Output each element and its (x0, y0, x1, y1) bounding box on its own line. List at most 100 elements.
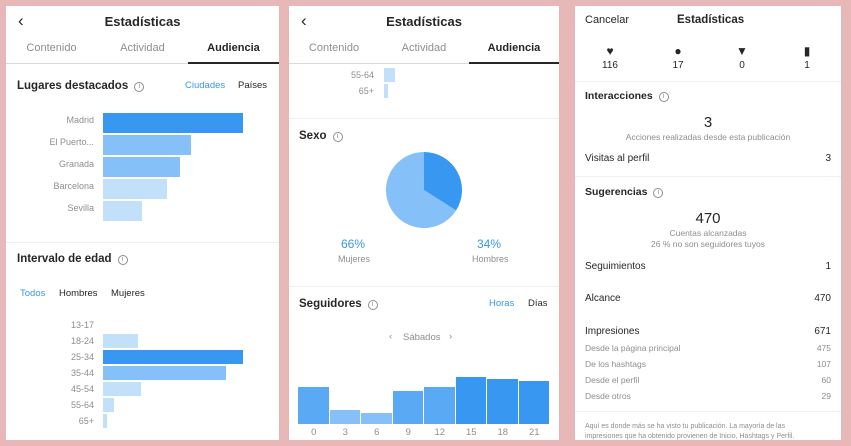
followers-x-label: 18 (497, 427, 509, 438)
footnote-line-1: Aquí es donde más se ha visto tu publica… (585, 423, 786, 430)
next-day-icon[interactable]: › (449, 331, 453, 342)
cities-toggle[interactable]: Ciudades (185, 80, 226, 91)
place-bar (103, 157, 180, 177)
page-title: Estadísticas (104, 14, 181, 29)
impressions-profile-label: Desde el perfil (585, 375, 640, 385)
engagement-count: 1 (804, 60, 810, 71)
tab-contenido[interactable]: Contenido (308, 42, 360, 54)
place-bar (103, 135, 192, 155)
info-icon[interactable]: i (134, 82, 145, 92)
pie-slice-men (424, 152, 462, 211)
places-title: Lugares destacados i (17, 80, 145, 92)
place-bar (103, 201, 143, 221)
day-label: Sábados (403, 332, 441, 343)
age-bar (103, 366, 227, 380)
age-filter-all[interactable]: Todos (20, 288, 46, 299)
countries-toggle[interactable]: Países (238, 80, 268, 91)
place-bar (103, 113, 243, 133)
followers-x-label: 15 (465, 427, 477, 438)
age-bar (384, 84, 389, 98)
followers-bar (424, 386, 455, 424)
audience-panel-scrolled: ‹ Estadísticas Contenido Actividad Audie… (289, 6, 559, 440)
divider (575, 81, 841, 82)
men-percent: 34% (477, 237, 502, 251)
suggestions-title: Sugerencias i (585, 186, 664, 198)
bookmark-icon[interactable]: ▮ (803, 44, 811, 58)
info-icon[interactable]: i (653, 188, 664, 198)
page-title: Estadísticas (386, 14, 462, 29)
followers-x-label: 3 (342, 427, 348, 438)
days-toggle[interactable]: Días (528, 298, 548, 309)
impressions-home-label: Desde la página principal (585, 343, 681, 353)
follows-value: 1 (825, 261, 831, 272)
women-percent: 66% (341, 237, 366, 251)
tab-contenido[interactable]: Contenido (26, 42, 77, 54)
men-label: Hombres (472, 254, 509, 264)
info-icon[interactable]: i (117, 255, 128, 265)
age-label: 55-64 (350, 70, 374, 80)
followers-bar (518, 380, 549, 424)
comment-icon[interactable]: ● (674, 44, 682, 58)
followers-title: Seguidores i (299, 298, 378, 310)
tab-bar: Contenido Actividad Audiencia (6, 36, 279, 64)
place-label: Madrid (66, 115, 94, 125)
tab-active-indicator (468, 62, 559, 64)
impressions-value: 671 (814, 326, 831, 337)
age-filter-men[interactable]: Hombres (59, 288, 98, 299)
followers-x-label: 21 (528, 427, 540, 438)
header: ‹ Estadísticas (289, 6, 559, 36)
reach-caption: Cuentas alcanzadas (669, 228, 747, 238)
info-icon[interactable]: i (658, 92, 669, 102)
place-label: El Puerto... (49, 137, 94, 147)
age-label: 13-17 (70, 320, 94, 330)
reach-row-value: 470 (814, 293, 831, 304)
impressions-hashtags-value: 107 (816, 359, 831, 369)
send-icon[interactable]: ▼ (736, 44, 748, 58)
age-filter-women[interactable]: Mujeres (111, 288, 145, 299)
place-bar (103, 179, 168, 199)
cancel-button[interactable]: Cancelar (585, 14, 630, 26)
impressions-hashtags-label: De los hashtags (585, 359, 646, 369)
tab-actividad[interactable]: Actividad (401, 42, 447, 54)
prev-day-icon[interactable]: ‹ (389, 331, 393, 342)
back-icon[interactable]: ‹ (18, 11, 24, 30)
impressions-label: Impresiones (585, 326, 640, 337)
impressions-other-label: Desde otros (585, 391, 631, 401)
tab-audiencia[interactable]: Audiencia (207, 42, 260, 54)
tab-active-indicator (187, 62, 279, 64)
info-icon[interactable]: i (332, 132, 343, 142)
interactions-caption: Acciones realizadas desde esta publicaci… (625, 132, 791, 142)
hours-toggle[interactable]: Horas (489, 298, 515, 309)
tab-actividad[interactable]: Actividad (120, 42, 165, 54)
profile-visits-label: Visitas al perfil (585, 153, 650, 164)
follows-label: Seguimientos (585, 261, 646, 272)
women-label: Mujeres (338, 254, 371, 264)
page-title: Estadísticas (677, 14, 745, 26)
reach-caption-2: 26 % no son seguidores tuyos (651, 239, 765, 249)
age-label: 25-34 (70, 352, 94, 362)
divider (575, 411, 841, 412)
tab-audiencia[interactable]: Audiencia (487, 42, 541, 54)
age-bar (103, 414, 108, 428)
info-icon[interactable]: i (367, 300, 378, 310)
post-insights-panel: Cancelar Estadísticas ♥ 116 ● 17 ▼ 0 ▮ 1 Intera… (575, 6, 841, 440)
pie-slice-women (386, 152, 457, 228)
impressions-profile-value: 60 (821, 375, 831, 385)
impressions-other-value: 29 (821, 391, 831, 401)
followers-bar (392, 390, 423, 424)
divider (6, 242, 279, 243)
followers-bar (361, 413, 392, 424)
divider (289, 118, 559, 119)
age-title: Intervalo de edad i (17, 253, 128, 265)
followers-x-label: 0 (311, 427, 317, 438)
age-label: 18-24 (70, 336, 94, 346)
engagement-count: 17 (672, 60, 684, 71)
divider (575, 176, 841, 177)
back-icon[interactable]: ‹ (301, 11, 307, 30)
age-label: 65+ (78, 416, 94, 426)
reach-value: 470 (695, 210, 721, 227)
place-label: Barcelona (53, 181, 94, 191)
interactions-title: Interacciones i (585, 90, 669, 102)
heart-icon[interactable]: ♥ (606, 44, 614, 58)
age-bar (103, 350, 243, 364)
